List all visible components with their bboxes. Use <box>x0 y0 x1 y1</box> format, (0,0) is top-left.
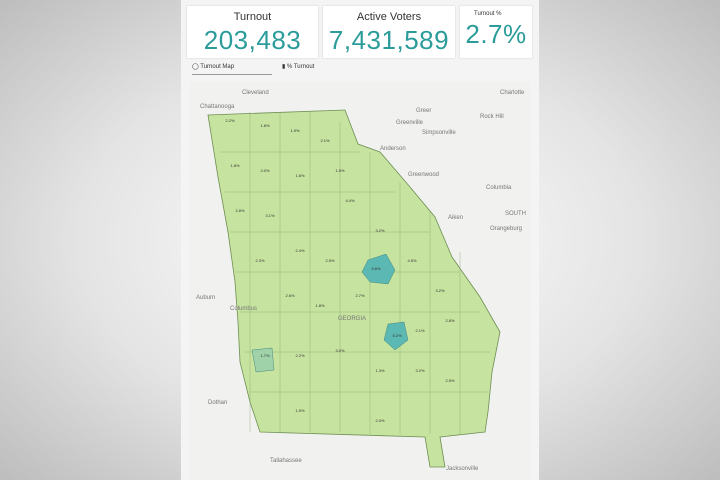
county-label: 2.8% <box>235 208 245 213</box>
city-label: Auburn <box>196 295 215 301</box>
city-label: SOUTH <box>505 211 526 217</box>
county-label: 1.8% <box>230 163 240 168</box>
county-label: 2.2% <box>225 118 235 123</box>
city-label: Greenville <box>396 120 424 126</box>
county-label: 3.2% <box>415 368 425 373</box>
county-label: 2.3% <box>255 258 265 263</box>
city-label: Dothan <box>208 400 227 406</box>
county-label: 2.2% <box>295 353 305 358</box>
kpi-value: 2.7% <box>465 19 527 49</box>
county-label: 2.6% <box>285 293 295 298</box>
county-label: 2.8% <box>445 318 455 323</box>
county-label: 1.8% <box>315 303 325 308</box>
city-label: Aiken <box>448 215 463 221</box>
kpi-label: Turnout % <box>474 11 502 17</box>
map[interactable]: Cleveland Chattanooga Charlotte Greer Rock H… <box>190 82 530 480</box>
city-label: Jacksonville <box>446 466 479 472</box>
city-label: Simpsonville <box>422 130 456 136</box>
city-label: Rock Hill <box>480 114 504 120</box>
county-label: 5.6% <box>371 266 381 271</box>
city-label: Columbia <box>486 185 512 191</box>
tab-label[interactable]: Turnout Map <box>200 64 235 70</box>
county-label: 3.2% <box>435 288 445 293</box>
city-label: Greer <box>416 108 431 114</box>
city-label: Columbus <box>230 306 257 312</box>
city-label: Anderson <box>380 146 406 152</box>
county-label: 1.3% <box>375 368 385 373</box>
kpi-card: Active Voters 7,431,589 <box>323 6 455 58</box>
county-label: 2.5% <box>325 258 335 263</box>
county-label: 2.5% <box>445 378 455 383</box>
county-label: 5.2% <box>392 333 402 338</box>
city-label: Orangeburg <box>490 226 522 232</box>
kpi-label: Turnout <box>233 11 272 23</box>
tab[interactable]: ◯ Turnout Map <box>192 63 272 75</box>
county-label: 2.1% <box>415 328 425 333</box>
county-label: 1.9% <box>295 408 305 413</box>
tab[interactable]: ▮ % Turnout <box>282 64 315 70</box>
county-label: 4.4% <box>345 198 355 203</box>
city-label: GEORGIA <box>338 316 366 322</box>
county-label: 2.0% <box>375 418 385 423</box>
county-label: 1.6% <box>295 173 305 178</box>
kpi-value: 7,431,589 <box>328 25 450 55</box>
county-highlight <box>383 321 409 351</box>
county-label: 4.5% <box>407 258 417 263</box>
county-label: 3.1% <box>265 213 275 218</box>
county-label: 2.7% <box>355 293 365 298</box>
city-label: Chattanooga <box>200 104 235 110</box>
county-borders <box>220 112 490 434</box>
tab-label[interactable]: % Turnout <box>286 64 315 70</box>
county-label: 2.1% <box>320 138 330 143</box>
county-highlight <box>251 347 275 373</box>
county-label: 2.4% <box>295 248 305 253</box>
kpi-card: Turnout % 2.7% <box>460 6 532 58</box>
county-highlight <box>361 253 396 285</box>
kpi-card: Turnout 203,483 <box>187 6 318 58</box>
city-label: Cleveland <box>242 90 269 96</box>
county-label: 1.8% <box>260 123 270 128</box>
city-label: Greenwood <box>408 172 439 178</box>
kpi-value: 203,483 <box>203 25 302 55</box>
city-label: Charlotte <box>500 90 525 96</box>
county-label: 2.0% <box>260 168 270 173</box>
county-label: 1.7% <box>260 353 270 358</box>
county-label: 1.5% <box>335 168 345 173</box>
state-shape <box>207 109 501 468</box>
kpi-label: Active Voters <box>356 11 422 23</box>
county-label: 1.9% <box>290 128 300 133</box>
county-label: 3.2% <box>375 228 385 233</box>
county-label: 3.0% <box>335 348 345 353</box>
city-label: Tallahassee <box>270 458 302 464</box>
